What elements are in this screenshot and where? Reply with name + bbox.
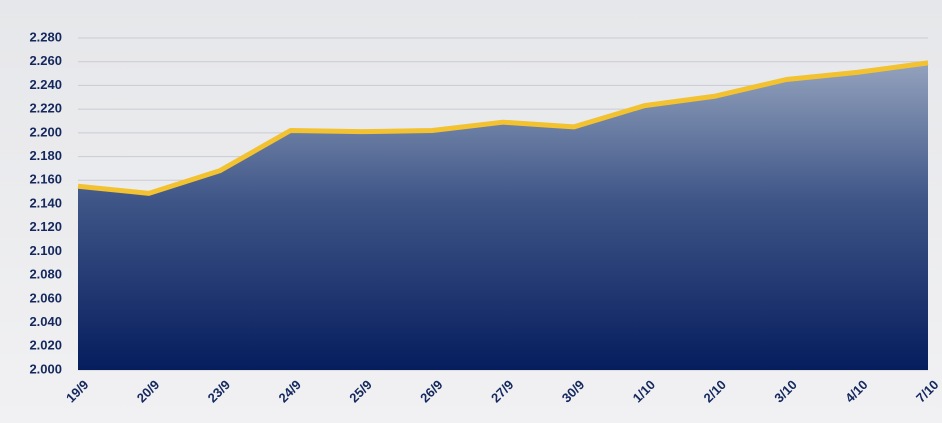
y-tick-label: 2.260 bbox=[29, 53, 62, 68]
y-tick-label: 2.180 bbox=[29, 148, 62, 163]
area bbox=[78, 62, 928, 371]
y-tick-label: 2.100 bbox=[29, 243, 62, 258]
y-tick-label: 2.060 bbox=[29, 290, 62, 305]
y-tick-label: 2.140 bbox=[29, 195, 62, 210]
y-tick-label: 2.160 bbox=[29, 172, 62, 187]
y-tick-label: 2.000 bbox=[29, 361, 62, 376]
y-tick-label: 2.040 bbox=[29, 314, 62, 329]
y-tick-label: 2.280 bbox=[29, 29, 62, 44]
y-tick-label: 2.200 bbox=[29, 124, 62, 139]
y-tick-label: 2.240 bbox=[29, 77, 62, 92]
y-tick-label: 2.220 bbox=[29, 101, 62, 116]
line bbox=[77, 60, 929, 196]
y-tick-label: 2.080 bbox=[29, 267, 62, 282]
y-tick-label: 2.020 bbox=[29, 338, 62, 353]
y-tick-label: 2.120 bbox=[29, 219, 62, 234]
